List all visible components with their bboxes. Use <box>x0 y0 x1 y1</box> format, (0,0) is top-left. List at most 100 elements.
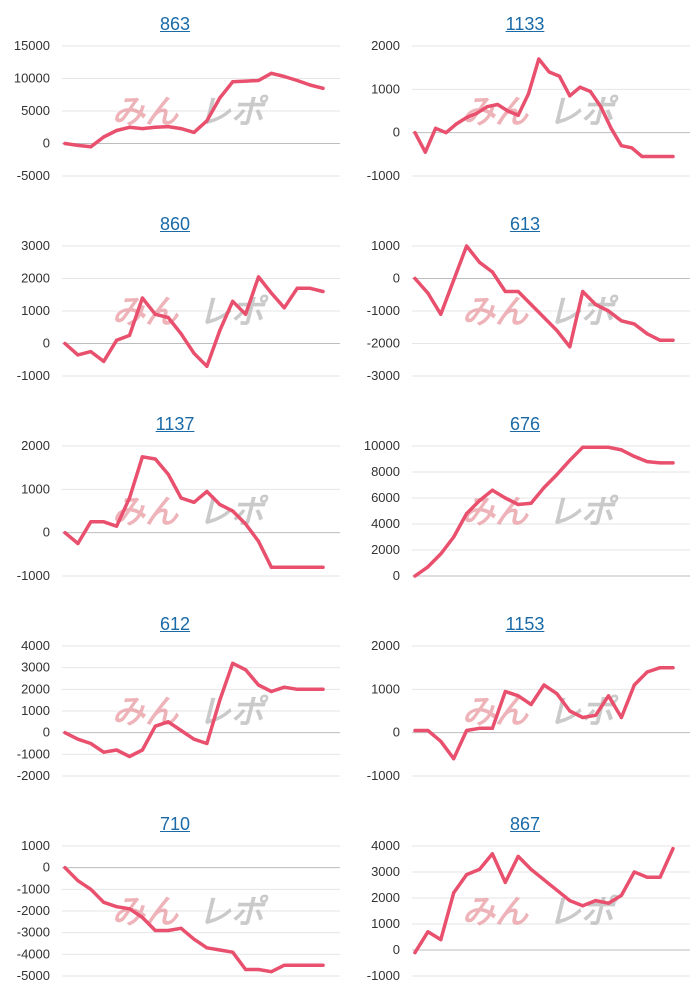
data-point <box>308 565 312 569</box>
watermark-part1: みん <box>112 693 179 730</box>
data-point <box>619 893 623 897</box>
data-point <box>115 905 119 909</box>
data-point <box>516 694 520 698</box>
data-point <box>192 937 196 941</box>
data-point <box>671 666 675 670</box>
y-tick-label: -1000 <box>17 881 50 896</box>
data-point <box>503 880 507 884</box>
data-point <box>454 122 458 126</box>
data-point <box>269 970 273 974</box>
line-chart-867: 4000 3000 2000 1000 0 -1000 みん レポ <box>367 838 690 983</box>
data-point <box>102 750 106 754</box>
y-tick-label: 3000 <box>371 864 400 879</box>
chart-title-link[interactable]: 1133 <box>505 14 545 34</box>
data-point <box>256 275 261 279</box>
data-point <box>140 126 144 131</box>
y-tick-label: -1000 <box>17 568 50 583</box>
chart-title-link[interactable]: 863 <box>159 14 191 34</box>
data-point <box>475 111 479 115</box>
data-point <box>89 145 93 149</box>
data-point <box>115 338 119 342</box>
data-point <box>231 299 235 303</box>
data-point <box>166 720 170 724</box>
data-point <box>516 502 520 507</box>
data-point <box>295 286 299 290</box>
data-point <box>295 565 299 569</box>
data-point <box>516 113 520 117</box>
data-point <box>256 539 261 543</box>
y-tick-label: -1000 <box>17 368 50 383</box>
y-tick-label: 0 <box>393 725 400 740</box>
data-point <box>413 951 417 955</box>
data-point <box>594 445 598 449</box>
data-point <box>140 455 144 459</box>
data-point <box>256 683 261 687</box>
y-tick-label: 0 <box>393 568 400 583</box>
data-point <box>645 332 649 336</box>
data-point <box>465 115 469 120</box>
data-point <box>321 289 325 294</box>
y-tick-label: 15000 <box>14 38 50 53</box>
y-tick-label: -5000 <box>17 968 50 983</box>
data-point <box>490 852 494 856</box>
data-point <box>179 332 183 336</box>
data-point <box>671 338 675 342</box>
data-point <box>645 460 649 464</box>
data-point <box>490 270 494 274</box>
chart-title-link[interactable]: 1137 <box>155 414 195 434</box>
data-point <box>640 154 644 159</box>
watermark-part2: レポ <box>548 493 619 530</box>
data-point <box>127 907 132 911</box>
y-tick-label: -1000 <box>367 968 400 983</box>
data-point <box>439 552 443 556</box>
data-point <box>568 709 572 713</box>
data-point <box>269 71 273 75</box>
data-point <box>102 135 106 139</box>
watermark-part1: みん <box>112 93 179 130</box>
y-tick-label: 1000 <box>371 916 400 931</box>
data-point <box>192 130 196 135</box>
chart-title-link[interactable]: 860 <box>159 214 191 234</box>
data-point <box>619 715 623 720</box>
data-point <box>244 668 248 672</box>
chart-title-link[interactable]: 613 <box>509 214 541 234</box>
y-tick-label: 2000 <box>21 438 50 453</box>
chart-title-link[interactable]: 1153 <box>505 614 545 634</box>
data-point <box>537 57 541 61</box>
chart-title-link[interactable]: 710 <box>159 814 191 834</box>
chart-title-link[interactable]: 612 <box>159 614 191 634</box>
chart-title-link[interactable]: 867 <box>509 814 541 834</box>
line-chart-863: 15000 10000 5000 0 -5000 みん レポ <box>14 38 340 183</box>
data-point <box>529 302 533 307</box>
series-line <box>63 455 325 570</box>
chart-title-link[interactable]: 676 <box>509 414 541 434</box>
chart-panel-860: 860 3000 2000 1000 0 -1000 みん レポ <box>0 200 350 400</box>
data-point <box>606 309 611 313</box>
data-point <box>465 728 469 733</box>
data-point <box>503 289 507 294</box>
data-point <box>413 276 417 281</box>
data-point <box>555 328 559 333</box>
data-point <box>295 963 299 967</box>
data-point <box>308 83 312 87</box>
data-point <box>321 565 325 569</box>
data-point <box>503 496 507 500</box>
series-line <box>413 57 675 159</box>
data-point <box>269 565 273 569</box>
chart-panel-1137: 1137 2000 1000 0 -1000 みん レポ <box>0 400 350 600</box>
data-point <box>256 967 261 972</box>
data-point <box>192 737 196 741</box>
data-point <box>606 445 611 449</box>
data-point <box>581 289 585 294</box>
data-point <box>76 737 80 741</box>
data-point <box>444 131 448 135</box>
data-point <box>568 345 572 349</box>
watermark-part1: みん <box>462 93 529 130</box>
data-point <box>63 866 67 870</box>
data-point <box>63 531 67 535</box>
data-point <box>179 126 183 131</box>
data-point <box>153 928 157 933</box>
y-tick-label: 1000 <box>21 481 50 496</box>
